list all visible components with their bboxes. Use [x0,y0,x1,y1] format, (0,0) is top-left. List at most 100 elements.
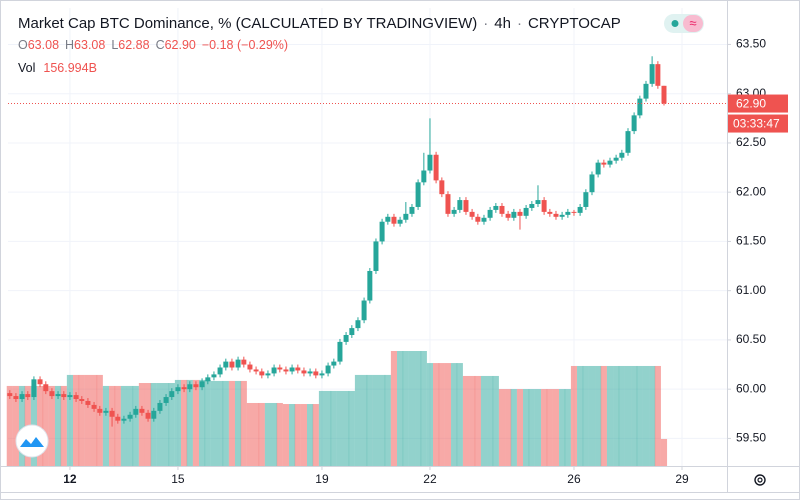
ohlc-value: 62.88 [118,38,149,52]
volume-bar [18,385,26,466]
y-tick-label: 62.00 [736,184,766,198]
candle-body [655,64,661,86]
volume-bar [366,374,373,466]
volume-bar [138,383,145,466]
candle-body [637,98,643,116]
candle-body [61,394,67,398]
volume-bar [336,390,344,466]
exchange: CRYPTOCAP [528,15,621,32]
volume-bar [390,351,398,466]
candle-body [337,341,343,362]
candle-body [235,359,241,368]
candle-body [25,394,31,398]
volume-bar [42,385,49,466]
candle-body [631,115,637,132]
volume-bar [300,404,308,466]
volume-bar [552,389,560,466]
candle-body [367,270,373,301]
volume-bar [78,374,85,466]
candle-body [493,205,499,210]
x-tick-label: 12 [63,472,77,486]
candle-body [241,359,247,365]
volume-bar [204,379,211,466]
candle-body [289,367,295,372]
volume-bar [649,365,656,466]
volume-bar [577,365,584,466]
candle-body [43,384,49,392]
y-tick-label: 62.50 [736,135,766,149]
volume-bar [264,402,272,466]
volume-bar [600,365,607,466]
candle-body [19,394,25,400]
last-price-label: 62.90 [736,97,766,111]
candle-body [205,377,211,382]
candle-body [37,379,43,385]
x-tick-label: 22 [423,472,437,486]
volume-bar [361,374,368,466]
volume-bar [258,402,265,466]
settings-icon[interactable] [754,474,766,486]
volume-bar [132,385,139,466]
volume-bar [492,375,499,466]
volume-bar [546,389,553,466]
candle-layer [7,56,667,427]
volume-bar [438,363,445,466]
logo[interactable] [15,424,49,458]
x-tick-label: 26 [567,472,581,486]
ohlc-key: O [18,38,28,52]
candle-body [475,216,481,222]
separator: · [517,15,522,32]
volume-bar [505,389,512,466]
candle-body [85,400,91,405]
candle-body [325,365,331,374]
volume-bar [348,390,355,466]
volume-bar [330,390,337,466]
volume-bar [384,374,391,466]
candle-body [145,412,151,419]
delay-pill[interactable] [683,15,703,32]
volume-bar [150,383,157,466]
volume-bar [408,351,416,466]
candle-body [115,416,121,421]
candle-body [313,371,319,376]
candle-body [373,241,379,271]
candle-body [517,211,523,216]
volume-bar [541,389,548,466]
gear [754,474,766,486]
candle-body [547,211,553,214]
volume-bar [235,380,242,466]
candle-body [79,399,85,401]
candle-body [193,384,199,388]
candle-body [277,367,283,370]
candle-body [229,361,235,368]
candle-body [7,393,13,397]
candle-body [283,369,289,372]
delay-icon: ≈ [689,15,696,30]
candle-body [259,371,265,376]
ohlc-key: H [65,38,74,52]
candle-body [445,194,451,214]
volume-bar [174,379,181,466]
candle-body [601,162,607,165]
volume-bar [480,375,488,466]
candle-body [565,211,571,215]
candle-body [343,335,349,342]
candle-body [607,160,613,165]
volume-bar [282,404,290,466]
candle-body [451,209,457,214]
volume-bar [415,351,422,466]
volume-bar [90,374,98,466]
volume-bar [451,363,458,466]
candle-body [163,397,169,403]
candle-body [109,410,115,417]
volume-bar [559,389,566,466]
change: −0.18 (−0.29%) [202,38,288,52]
volume-bar [462,375,470,466]
candle-body [385,216,391,222]
volume-bar [96,374,103,466]
volume-bar [102,385,109,466]
volume-bar [642,365,650,466]
candle-body [187,384,193,390]
candle-body [529,204,535,208]
